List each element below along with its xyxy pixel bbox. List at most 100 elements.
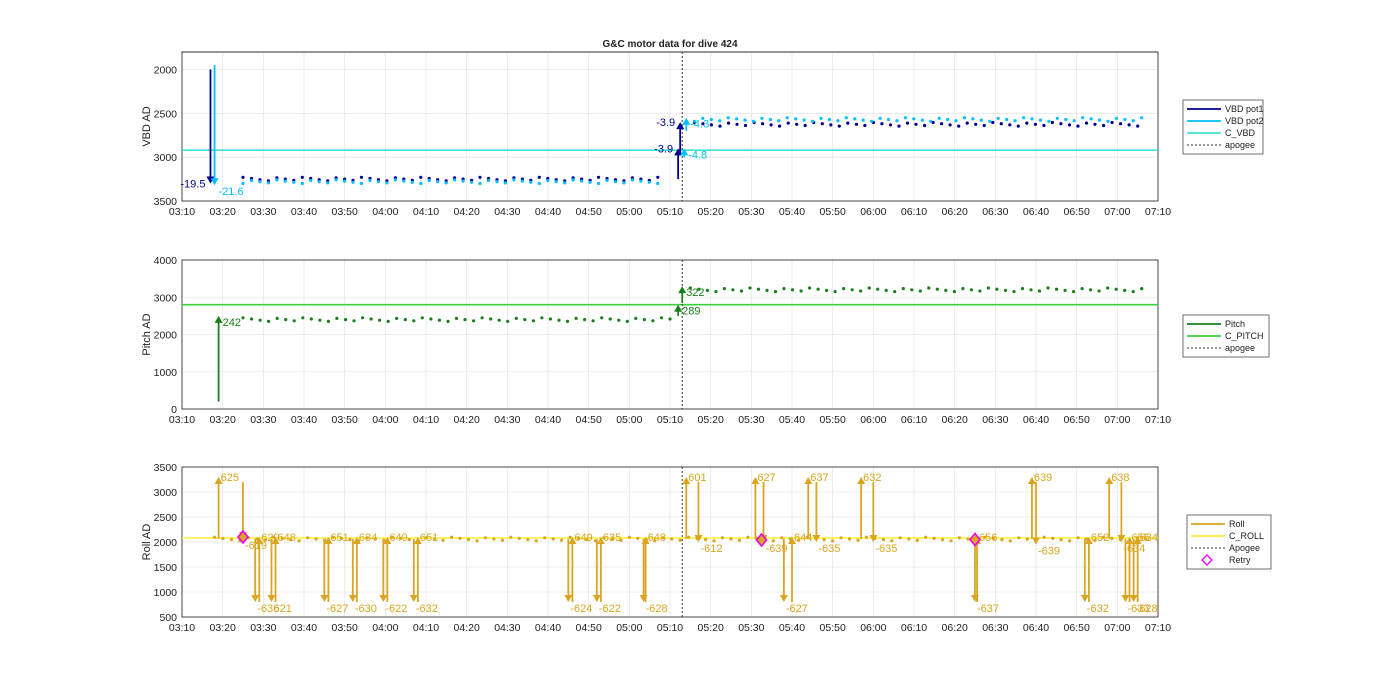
data-point <box>436 180 440 184</box>
data-point <box>811 119 815 123</box>
data-point <box>433 537 437 541</box>
data-point <box>687 535 691 539</box>
data-point <box>1123 288 1127 292</box>
data-point <box>619 538 623 542</box>
data-point <box>1110 536 1114 541</box>
x-tick-label: 07:00 <box>1104 206 1130 218</box>
data-point <box>782 287 786 291</box>
data-point <box>314 537 318 541</box>
x-tick-label: 04:40 <box>535 622 561 634</box>
data-point <box>912 117 916 121</box>
data-point <box>267 319 271 323</box>
data-point <box>780 536 784 540</box>
data-point <box>343 318 348 322</box>
legend-label: apogee <box>1225 140 1255 150</box>
data-point <box>258 180 262 184</box>
data-point <box>822 538 826 542</box>
data-point <box>1076 536 1080 540</box>
data-point <box>441 538 445 542</box>
x-tick-label: 04:30 <box>494 206 520 218</box>
data-point <box>965 121 969 125</box>
data-point <box>492 537 496 541</box>
move-label: -633 <box>1127 603 1149 615</box>
retry-marker <box>968 532 982 547</box>
move-label: 656 <box>979 532 997 544</box>
data-point <box>709 123 714 127</box>
x-tick-label: 06:10 <box>901 622 927 634</box>
data-point <box>403 318 407 322</box>
data-point <box>588 180 592 184</box>
x-tick-label: 04:20 <box>454 622 480 634</box>
data-point <box>378 318 382 322</box>
data-point <box>365 536 369 540</box>
y-axis-label: Roll AD <box>141 524 153 561</box>
data-point <box>263 538 267 542</box>
data-point <box>284 318 288 322</box>
move-arrowhead <box>348 595 357 602</box>
data-point <box>1055 287 1059 291</box>
data-point <box>954 119 958 123</box>
data-point <box>898 536 902 540</box>
data-point <box>856 538 860 542</box>
legend-swatch <box>1201 554 1213 566</box>
y-tick-label: 3500 <box>154 462 178 474</box>
x-tick-label: 03:50 <box>332 414 358 426</box>
data-point <box>988 119 992 123</box>
data-point <box>627 535 632 539</box>
data-point <box>820 122 824 126</box>
data-point <box>509 535 513 539</box>
data-point <box>957 124 961 128</box>
data-point <box>999 122 1003 126</box>
move-label: -622 <box>599 603 621 615</box>
move-label: 638 <box>1111 472 1129 484</box>
data-point <box>944 288 948 292</box>
legend-label: Apogee <box>1229 543 1260 553</box>
data-point <box>221 536 225 541</box>
data-point <box>300 181 304 186</box>
y-tick-label: 2000 <box>154 330 178 342</box>
data-point <box>854 122 859 126</box>
move-label: -3.9 <box>656 117 675 129</box>
data-point <box>410 180 414 184</box>
data-point <box>352 319 356 323</box>
x-tick-label: 06:40 <box>1023 414 1049 426</box>
data-point <box>361 316 365 320</box>
data-point <box>472 319 476 323</box>
data-point <box>317 180 321 184</box>
data-point <box>390 535 394 539</box>
move-label: 651 <box>330 532 348 544</box>
x-tick-label: 03:30 <box>250 414 276 426</box>
move-arrowhead <box>214 315 223 323</box>
x-tick-label: 05:20 <box>698 622 724 634</box>
data-point <box>1089 117 1093 121</box>
move-arrowhead <box>320 595 329 602</box>
move-arrowhead <box>694 535 703 542</box>
data-point <box>453 178 457 182</box>
data-point <box>760 116 764 120</box>
data-point <box>1102 123 1106 128</box>
data-point <box>1127 123 1131 127</box>
y-tick-label: 3000 <box>154 487 178 499</box>
move-label: 322 <box>686 287 704 299</box>
data-point <box>348 538 352 542</box>
data-point <box>249 178 254 183</box>
y-tick-label: 1000 <box>154 367 178 379</box>
data-point <box>540 316 544 320</box>
data-point <box>786 121 790 125</box>
data-point <box>991 120 995 125</box>
data-point <box>961 287 965 291</box>
y-tick-label: 3000 <box>154 152 178 164</box>
data-point <box>971 117 975 121</box>
data-point <box>1003 288 1008 292</box>
data-point <box>359 175 364 179</box>
data-point <box>419 175 423 179</box>
data-point <box>803 123 807 128</box>
data-point <box>551 537 555 541</box>
data-point <box>931 120 935 125</box>
data-point <box>461 179 465 183</box>
data-point <box>726 116 730 120</box>
data-point <box>563 181 567 185</box>
data-point <box>412 319 416 323</box>
data-point <box>797 538 801 542</box>
data-point <box>969 288 974 292</box>
